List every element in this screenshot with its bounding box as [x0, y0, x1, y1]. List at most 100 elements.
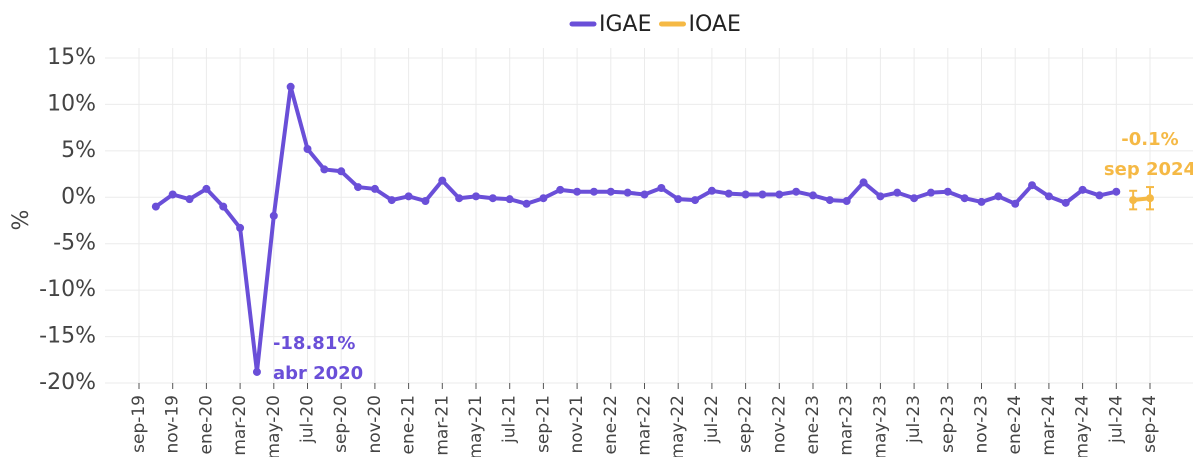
series-line [154, 84, 1117, 374]
data-point [960, 194, 969, 203]
data-point [1078, 185, 1087, 194]
x-tick-label: ene-22 [601, 395, 621, 454]
data-point [472, 192, 480, 201]
y-tick-label: 0% [61, 184, 96, 209]
data-point [539, 194, 548, 203]
y-tick-label: -20% [39, 370, 96, 395]
data-point [707, 186, 716, 195]
data-point [1011, 199, 1020, 208]
x-tick-label: may-20 [264, 395, 284, 457]
data-point [1061, 198, 1070, 207]
data-point [522, 199, 531, 208]
x-tick-label: sep-21 [533, 395, 553, 453]
data-point [640, 190, 649, 199]
data-point [438, 176, 447, 185]
data-point [185, 195, 194, 204]
data-point [758, 190, 767, 199]
data-point [589, 187, 598, 196]
annotation: -0.1% [1121, 129, 1178, 150]
data-point [219, 202, 228, 211]
data-point [1028, 181, 1037, 190]
x-tick-label: mar-22 [635, 395, 655, 456]
data-point [168, 190, 177, 199]
data-point [556, 185, 565, 194]
data-point [943, 187, 952, 196]
x-tick-label: may-24 [1073, 395, 1093, 457]
data-point [1044, 192, 1053, 201]
data-point [1112, 187, 1121, 196]
x-tick-label: sep-24 [1140, 395, 1160, 453]
data-point [775, 190, 784, 199]
x-tick-label: nov-22 [769, 395, 789, 454]
x-tick-label: jul-24 [1106, 395, 1126, 444]
y-tick-label: -10% [39, 277, 96, 302]
x-tick-label: may-21 [466, 395, 486, 457]
data-point [876, 192, 885, 201]
data-point [404, 192, 413, 201]
data-point [691, 196, 700, 205]
x-tick-label: nov-19 [163, 395, 183, 454]
x-tick-label: sep-19 [129, 395, 149, 453]
data-point [269, 211, 278, 220]
data-point [623, 188, 632, 197]
y-tick-label: 10% [47, 91, 96, 116]
annotation: -18.81% [273, 333, 355, 354]
data-point [505, 195, 514, 204]
x-tick-label: sep-20 [331, 395, 351, 453]
x-tick-label: mar-24 [1039, 395, 1059, 456]
y-axis-label: % [9, 210, 34, 231]
data-point [421, 197, 430, 205]
annotation: abr 2020 [273, 363, 363, 384]
data-point [842, 197, 851, 205]
data-point [236, 223, 245, 232]
x-tick-label: ene-24 [1005, 395, 1025, 454]
data-point [809, 191, 817, 200]
x-tick-label: nov-23 [972, 395, 992, 454]
x-tick-label: may-22 [668, 395, 688, 457]
data-point [741, 190, 750, 199]
y-tick-label: -5% [53, 231, 96, 256]
x-tick-label: ene-23 [803, 395, 823, 454]
data-point [926, 188, 935, 197]
data-point [657, 184, 666, 192]
x-tick-label: mar-21 [432, 395, 452, 456]
x-tick-label: sep-22 [736, 395, 756, 453]
data-point [1146, 194, 1154, 203]
data-point [674, 195, 683, 204]
data-point [488, 194, 497, 203]
data-point [606, 187, 615, 196]
x-tick-label: nov-21 [567, 395, 587, 454]
data-point [893, 188, 902, 197]
data-point [286, 82, 295, 91]
data-point [303, 145, 312, 153]
x-tick-label: mar-20 [230, 395, 250, 456]
data-point [792, 187, 801, 196]
x-tick-label: jul-23 [904, 395, 924, 444]
data-point [994, 192, 1003, 201]
data-point [387, 196, 396, 205]
x-tick-label: may-23 [870, 395, 890, 457]
data-point [151, 202, 160, 211]
data-point [252, 367, 261, 376]
data-point [724, 189, 733, 198]
data-point [320, 165, 329, 174]
data-point [202, 184, 211, 193]
data-point [354, 183, 363, 192]
legend-label: IOAE [689, 12, 741, 37]
data-point [1095, 191, 1104, 200]
x-tick-label: jul-20 [298, 395, 318, 444]
x-tick-label: ene-20 [196, 395, 216, 454]
x-tick-label: jul-21 [500, 395, 520, 444]
data-point [910, 194, 919, 203]
data-point [859, 178, 868, 187]
data-point [573, 187, 582, 196]
data-point [455, 194, 464, 203]
x-tick-label: sep-23 [938, 395, 958, 453]
data-point [825, 196, 834, 205]
x-tick-label: jul-22 [702, 395, 722, 444]
x-tick-label: nov-20 [365, 395, 385, 454]
annotation: sep 2024 [1104, 159, 1193, 180]
data-point [977, 197, 986, 206]
y-tick-label: 15% [47, 45, 96, 70]
